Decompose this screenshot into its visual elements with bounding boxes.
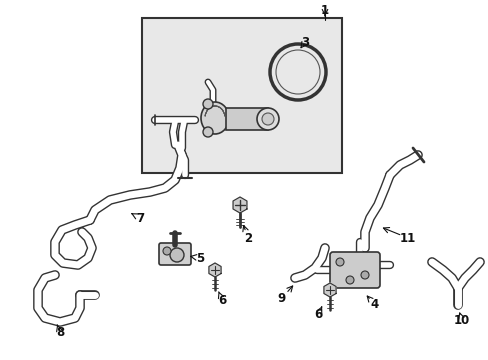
Circle shape bbox=[335, 258, 343, 266]
Text: 2: 2 bbox=[244, 231, 251, 244]
Text: 11: 11 bbox=[399, 231, 415, 244]
FancyBboxPatch shape bbox=[159, 243, 191, 265]
Circle shape bbox=[262, 113, 273, 125]
Text: 9: 9 bbox=[277, 292, 285, 305]
Circle shape bbox=[203, 127, 213, 137]
Polygon shape bbox=[208, 263, 221, 277]
Bar bbox=[225, 108, 267, 130]
FancyBboxPatch shape bbox=[329, 252, 379, 288]
Text: 4: 4 bbox=[370, 298, 378, 311]
Text: 6: 6 bbox=[313, 309, 322, 321]
Text: 3: 3 bbox=[300, 36, 308, 49]
Circle shape bbox=[346, 276, 353, 284]
Polygon shape bbox=[323, 283, 335, 297]
Text: 10: 10 bbox=[453, 314, 469, 327]
Circle shape bbox=[170, 248, 183, 262]
Polygon shape bbox=[233, 197, 246, 213]
Circle shape bbox=[360, 271, 368, 279]
Text: 8: 8 bbox=[56, 327, 64, 339]
Circle shape bbox=[203, 99, 213, 109]
Text: 7: 7 bbox=[136, 212, 144, 225]
Circle shape bbox=[257, 108, 279, 130]
Bar bbox=[142, 18, 341, 173]
Text: 5: 5 bbox=[196, 252, 203, 265]
Text: 1: 1 bbox=[320, 4, 328, 17]
Circle shape bbox=[163, 247, 171, 255]
Ellipse shape bbox=[201, 102, 228, 134]
Text: 6: 6 bbox=[218, 293, 225, 306]
